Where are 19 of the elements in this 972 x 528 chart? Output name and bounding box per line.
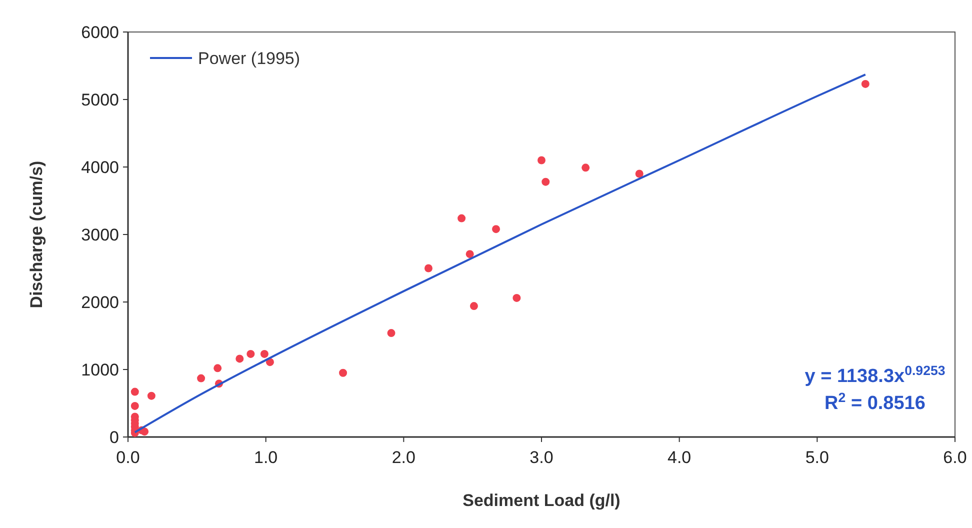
legend-label: Power (1995) xyxy=(198,48,300,68)
x-tick-label: 5.0 xyxy=(805,448,829,467)
y-tick-label: 0 xyxy=(110,428,119,447)
y-tick-label: 5000 xyxy=(81,90,119,110)
x-tick-label: 3.0 xyxy=(530,448,554,467)
y-tick-label: 4000 xyxy=(81,158,119,177)
annotation: R$^{2}$ = 0.8516 xyxy=(824,390,926,414)
y-tick-label: 6000 xyxy=(81,22,119,42)
x-tick-label: 0.0 xyxy=(116,448,140,467)
y-axis-title: Discharge (cum/s) xyxy=(27,160,46,308)
x-tick-label: 6.0 xyxy=(943,448,967,467)
x-tick-label: 2.0 xyxy=(392,448,416,467)
y-tick-label: 2000 xyxy=(81,292,119,312)
y-tick-label: 3000 xyxy=(81,225,119,244)
annotation: y = 1138.3x$^{0.9253}$ xyxy=(804,362,946,387)
x-tick-label: 4.0 xyxy=(668,448,692,467)
x-tick-label: 1.0 xyxy=(254,448,278,467)
x-axis-title: Sediment Load (g/l) xyxy=(462,491,620,510)
y-tick-label: 1000 xyxy=(81,360,119,380)
